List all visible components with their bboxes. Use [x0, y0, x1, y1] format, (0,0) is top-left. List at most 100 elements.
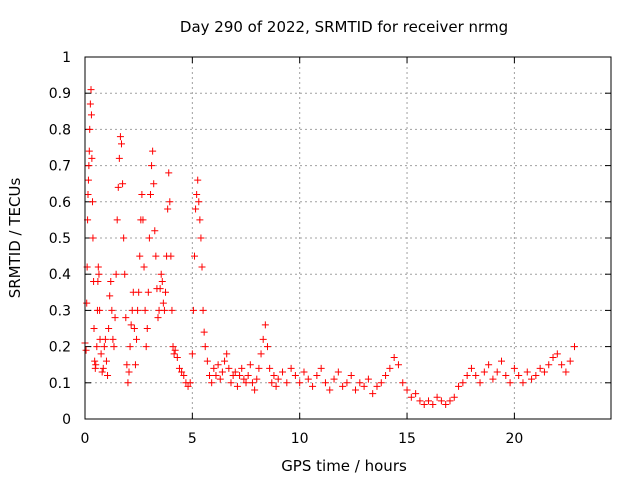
data-point [369, 390, 376, 397]
data-point [148, 162, 155, 169]
data-point [104, 372, 111, 379]
data-point [429, 401, 436, 408]
data-point [507, 379, 514, 386]
data-point [159, 278, 166, 285]
y-tick-label: 0.2 [49, 340, 71, 356]
data-point [115, 184, 122, 191]
data-point [532, 372, 539, 379]
data-point [144, 325, 151, 332]
data-point [352, 387, 359, 394]
data-point [309, 383, 316, 390]
data-point [558, 361, 565, 368]
data-point [117, 133, 124, 140]
data-point [109, 336, 116, 343]
data-point [472, 372, 479, 379]
data-point [339, 383, 346, 390]
data-point [318, 365, 325, 372]
data-point [123, 361, 130, 368]
data-point [107, 278, 114, 285]
data-point [356, 379, 363, 386]
data-point [142, 307, 149, 314]
data-point [425, 397, 432, 404]
data-point [498, 358, 505, 365]
data-point [135, 289, 142, 296]
data-point [132, 361, 139, 368]
data-point [152, 253, 159, 260]
data-point [373, 383, 380, 390]
data-point [167, 253, 174, 260]
data-point [193, 191, 200, 198]
y-tick-label: 0.1 [49, 376, 71, 392]
data-point [134, 307, 141, 314]
data-point [236, 372, 243, 379]
data-point [264, 343, 271, 350]
data-point [258, 350, 265, 357]
y-axis-label: SRMTID / TECUs [6, 178, 24, 299]
data-point [348, 372, 355, 379]
data-point [99, 368, 106, 375]
data-point [326, 387, 333, 394]
data-point [451, 394, 458, 401]
data-point [206, 372, 213, 379]
data-point [87, 101, 94, 108]
data-point [468, 365, 475, 372]
data-point [313, 372, 320, 379]
data-point [270, 372, 277, 379]
data-point [455, 383, 462, 390]
data-point [300, 368, 307, 375]
data-point [550, 354, 557, 361]
data-point [133, 336, 140, 343]
data-point [88, 86, 95, 93]
data-point [95, 263, 102, 270]
data-point [519, 379, 526, 386]
data-point [571, 343, 578, 350]
data-point [438, 397, 445, 404]
data-point [343, 379, 350, 386]
data-point [141, 263, 148, 270]
data-point [91, 358, 98, 365]
data-point [562, 368, 569, 375]
data-point [459, 379, 466, 386]
data-point [322, 379, 329, 386]
data-point [199, 263, 206, 270]
data-point [127, 343, 134, 350]
data-point [255, 365, 262, 372]
data-point [204, 358, 211, 365]
data-point [86, 148, 93, 155]
data-point [365, 376, 372, 383]
data-point [200, 307, 207, 314]
data-point [335, 368, 342, 375]
y-tick-label: 0.5 [49, 231, 71, 247]
data-point [119, 180, 126, 187]
y-tick-label: 0.3 [49, 303, 71, 319]
data-point [105, 325, 112, 332]
data-point [305, 376, 312, 383]
data-point [227, 379, 234, 386]
x-tick-label: 5 [188, 431, 197, 447]
data-point [554, 350, 561, 357]
data-point [485, 361, 492, 368]
data-point [154, 314, 161, 321]
data-point [189, 350, 196, 357]
data-point [160, 300, 167, 307]
data-point [234, 383, 241, 390]
data-point [273, 383, 280, 390]
chart-title: Day 290 of 2022, SRMTID for receiver nrm… [180, 18, 508, 36]
data-point [126, 368, 133, 375]
data-point [145, 289, 152, 296]
data-point [100, 365, 107, 372]
data-point [489, 376, 496, 383]
data-point [190, 307, 197, 314]
data-point [249, 379, 256, 386]
data-point [86, 126, 93, 133]
data-point [108, 307, 115, 314]
data-point [545, 361, 552, 368]
data-point [196, 216, 203, 223]
data-point [416, 397, 423, 404]
data-point [197, 235, 204, 242]
data-point [89, 198, 96, 205]
data-point [567, 358, 574, 365]
y-tick-label: 0.6 [49, 195, 71, 211]
data-point [83, 300, 90, 307]
data-point [528, 376, 535, 383]
